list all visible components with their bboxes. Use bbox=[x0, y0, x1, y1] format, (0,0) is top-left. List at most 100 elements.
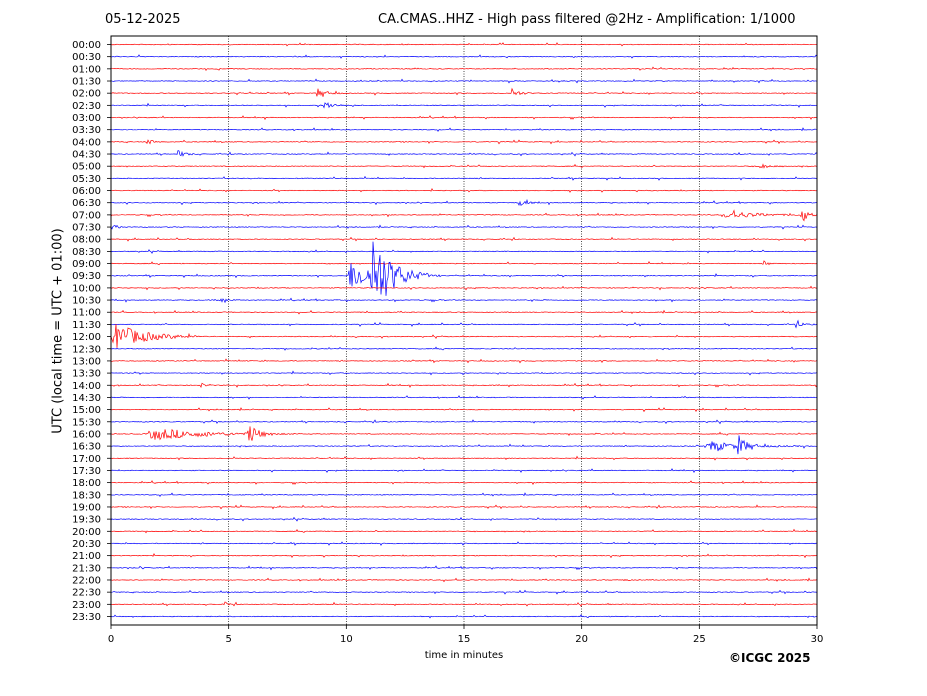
trace-0600 bbox=[110, 187, 818, 193]
row-label: 04:30 bbox=[72, 150, 101, 161]
trace-1430 bbox=[110, 395, 818, 400]
row-label: 02:00 bbox=[72, 89, 101, 100]
trace-0630 bbox=[110, 198, 818, 207]
trace-1600 bbox=[110, 426, 818, 441]
row-label: 00:00 bbox=[72, 40, 101, 51]
row-label: 09:30 bbox=[72, 271, 101, 282]
trace-1000 bbox=[110, 285, 818, 291]
trace-0300 bbox=[110, 115, 818, 121]
trace-0400 bbox=[110, 139, 818, 145]
trace-1730 bbox=[110, 468, 818, 474]
row-label: 10:00 bbox=[72, 283, 101, 294]
trace-2300 bbox=[110, 601, 818, 607]
trace-0030 bbox=[110, 54, 818, 59]
trace-1230 bbox=[110, 346, 818, 351]
x-tick-label: 15 bbox=[458, 634, 471, 645]
trace-1800 bbox=[110, 480, 818, 485]
row-label: 16:30 bbox=[72, 442, 101, 453]
trace-1830 bbox=[110, 492, 818, 498]
row-label: 04:00 bbox=[72, 137, 101, 148]
row-label: 22:30 bbox=[72, 588, 101, 599]
row-label: 15:30 bbox=[72, 417, 101, 428]
trace-1400 bbox=[110, 382, 818, 389]
trace-0800 bbox=[110, 236, 818, 242]
row-label: 22:00 bbox=[72, 575, 101, 586]
trace-0930 bbox=[110, 241, 818, 296]
row-label: 05:00 bbox=[72, 162, 101, 173]
chart-date: 05-12-2025 bbox=[105, 12, 181, 27]
trace-1930 bbox=[110, 516, 818, 522]
row-label: 03:30 bbox=[72, 125, 101, 136]
row-label: 05:30 bbox=[72, 174, 101, 185]
trace-0130 bbox=[110, 78, 818, 84]
row-label: 07:30 bbox=[72, 223, 101, 234]
trace-2000 bbox=[110, 528, 818, 534]
row-label: 17:00 bbox=[72, 454, 101, 465]
row-label: 11:00 bbox=[72, 308, 101, 319]
row-label: 18:30 bbox=[72, 490, 101, 501]
x-tick-label: 20 bbox=[575, 634, 588, 645]
trace-2330 bbox=[110, 614, 817, 619]
row-label: 12:00 bbox=[72, 332, 101, 343]
row-label: 13:00 bbox=[72, 356, 101, 367]
row-label: 14:00 bbox=[72, 381, 101, 392]
row-label: 16:00 bbox=[72, 429, 101, 440]
trace-1630 bbox=[110, 435, 818, 455]
x-tick-label: 0 bbox=[108, 634, 114, 645]
row-label: 12:30 bbox=[72, 344, 101, 355]
row-label: 19:30 bbox=[72, 515, 101, 526]
trace-1300 bbox=[110, 358, 818, 364]
trace-1700 bbox=[110, 455, 818, 461]
trace-0330 bbox=[110, 127, 818, 132]
trace-1900 bbox=[110, 504, 818, 510]
trace-0730 bbox=[110, 224, 818, 230]
row-label: 06:00 bbox=[72, 186, 101, 197]
trace-0530 bbox=[110, 175, 818, 181]
row-label: 09:00 bbox=[72, 259, 101, 270]
trace-2030 bbox=[110, 541, 818, 546]
row-label: 20:00 bbox=[72, 527, 101, 538]
trace-1500 bbox=[110, 407, 818, 413]
x-tick-label: 5 bbox=[225, 634, 231, 645]
trace-2230 bbox=[110, 589, 818, 595]
copyright-text: ©ICGC 2025 bbox=[729, 651, 811, 665]
trace-1200 bbox=[110, 323, 818, 348]
row-label: 18:00 bbox=[72, 478, 101, 489]
row-label: 20:30 bbox=[72, 539, 101, 550]
trace-0700 bbox=[110, 209, 818, 222]
trace-0830 bbox=[110, 249, 818, 254]
x-tick-label: 25 bbox=[693, 634, 706, 645]
row-label: 15:00 bbox=[72, 405, 101, 416]
row-label: 01:00 bbox=[72, 64, 101, 75]
row-label: 19:00 bbox=[72, 502, 101, 513]
row-label: 08:30 bbox=[72, 247, 101, 258]
trace-1330 bbox=[110, 370, 818, 376]
row-label: 11:30 bbox=[72, 320, 101, 331]
row-label: 08:00 bbox=[72, 235, 101, 246]
trace-1530 bbox=[110, 419, 818, 425]
row-label: 07:00 bbox=[72, 210, 101, 221]
trace-0230 bbox=[110, 102, 818, 109]
x-tick-label: 10 bbox=[340, 634, 353, 645]
row-label: 13:30 bbox=[72, 369, 101, 380]
trace-0430 bbox=[110, 150, 818, 157]
trace-1030 bbox=[110, 297, 818, 304]
x-axis-label: time in minutes bbox=[424, 650, 504, 661]
row-label: 06:30 bbox=[72, 198, 101, 209]
trace-0000 bbox=[110, 42, 818, 47]
row-label: 21:00 bbox=[72, 551, 101, 562]
row-label: 01:30 bbox=[72, 77, 101, 88]
row-label: 17:30 bbox=[72, 466, 101, 477]
trace-1100 bbox=[110, 309, 818, 315]
row-label: 23:00 bbox=[72, 600, 101, 611]
row-label: 10:30 bbox=[72, 296, 101, 307]
trace-0100 bbox=[110, 66, 818, 72]
trace-1130 bbox=[110, 319, 818, 329]
x-tick-label: 30 bbox=[811, 634, 824, 645]
row-label: 03:00 bbox=[72, 113, 101, 124]
row-label: 21:30 bbox=[72, 563, 101, 574]
row-label: 00:30 bbox=[72, 52, 101, 63]
row-label: 02:30 bbox=[72, 101, 101, 112]
trace-2100 bbox=[110, 553, 818, 559]
trace-0900 bbox=[110, 260, 818, 266]
